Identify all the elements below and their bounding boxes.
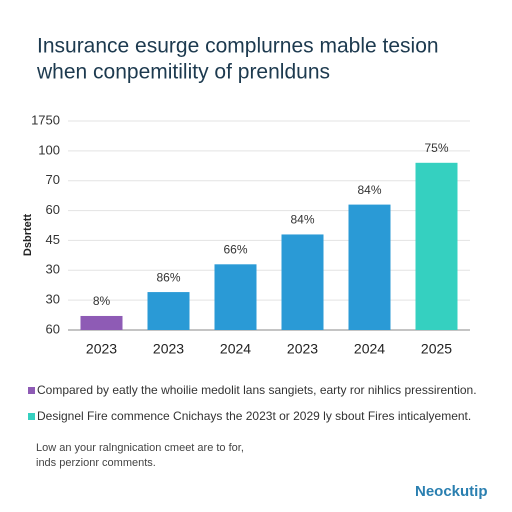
bar-label: 8%: [93, 294, 111, 308]
bar: [147, 292, 190, 330]
y-tick-label: 1750: [31, 112, 60, 127]
chart-title: Insurance esurge complurnes mable tesion: [37, 35, 439, 58]
bar-label: 84%: [290, 213, 314, 227]
x-tick-label: 2025: [421, 341, 452, 357]
chart-title: when conpemitility of prenlduns: [36, 61, 330, 84]
bar-label: 84%: [357, 183, 381, 197]
y-tick-label: 100: [38, 142, 60, 157]
x-tick-label: 2024: [354, 341, 385, 357]
y-axis-label: Dsbrtett: [22, 214, 34, 257]
bar-label: 86%: [156, 270, 180, 284]
y-tick-label: 30: [46, 292, 60, 307]
y-tick-label: 45: [46, 232, 60, 247]
bar: [80, 315, 123, 330]
y-tick-label: 60: [46, 202, 60, 217]
y-tick-label: 30: [46, 262, 60, 277]
x-tick-label: 2023: [153, 341, 184, 357]
legend-label: Compared by eatly the whoilie medolit la…: [37, 383, 477, 397]
bar: [415, 162, 458, 330]
legend-label: Designel Fire commence Cnichays the 2023…: [37, 409, 471, 423]
bar: [214, 264, 257, 330]
x-tick-label: 2023: [86, 341, 117, 357]
y-tick-label: 60: [46, 321, 60, 336]
y-tick-label: 70: [46, 172, 60, 187]
legend-swatch: [28, 387, 35, 394]
legend-swatch: [28, 413, 35, 420]
bar: [281, 234, 324, 330]
brand: Neockutip: [415, 483, 488, 500]
footer: Low an your ralngnication cmeet are to f…: [36, 442, 244, 454]
bar-label: 66%: [223, 242, 247, 256]
footer: inds perzionr comments.: [36, 457, 156, 469]
x-tick-label: 2023: [287, 341, 318, 357]
x-tick-label: 2024: [220, 341, 251, 357]
bar: [348, 204, 391, 330]
bar-label: 75%: [424, 141, 448, 155]
